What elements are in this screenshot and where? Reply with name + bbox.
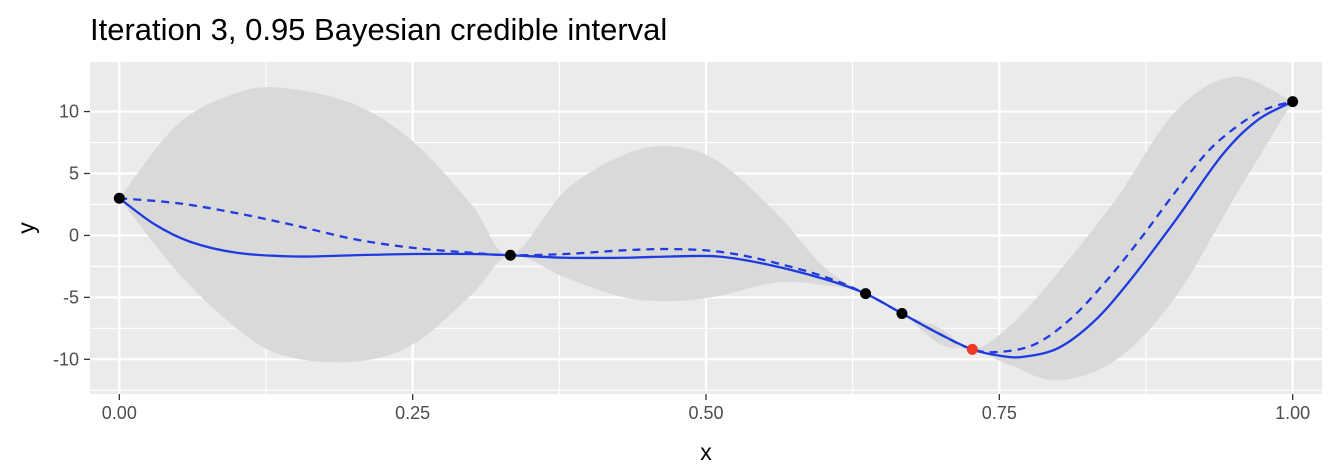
data-point <box>113 192 125 204</box>
data-point <box>860 288 872 300</box>
data-point <box>504 249 516 261</box>
series-lines <box>118 100 1294 359</box>
highlight-point <box>966 343 978 355</box>
chart-title: Iteration 3, 0.95 Bayesian credible inte… <box>90 12 667 47</box>
x-tick-label: 0.25 <box>395 403 430 423</box>
x-axis-title: x <box>700 439 712 465</box>
x-tick-label: 1.00 <box>1275 403 1310 423</box>
y-axis-ticks: 10 5 0 -5 -10 <box>53 102 90 369</box>
solid-series-line <box>118 100 1294 359</box>
x-tick-label: 0.50 <box>688 403 723 423</box>
x-axis-ticks: 0.00 0.25 0.50 0.75 1.00 <box>102 394 1310 423</box>
data-point <box>1287 96 1299 108</box>
y-axis-title: y <box>13 222 39 234</box>
credible-interval-band <box>119 76 1293 381</box>
y-tick-label: 5 <box>69 163 79 183</box>
y-tick-label: -5 <box>63 287 79 307</box>
y-tick-label: -10 <box>53 349 79 369</box>
x-tick-label: 0.00 <box>102 403 137 423</box>
observed-points <box>113 96 1299 355</box>
data-point <box>896 307 908 319</box>
x-tick-label: 0.75 <box>982 403 1017 423</box>
credible-band-layer <box>119 76 1293 381</box>
dashed-series-line <box>119 100 1293 354</box>
y-tick-label: 10 <box>59 102 79 122</box>
y-tick-label: 0 <box>69 225 79 245</box>
